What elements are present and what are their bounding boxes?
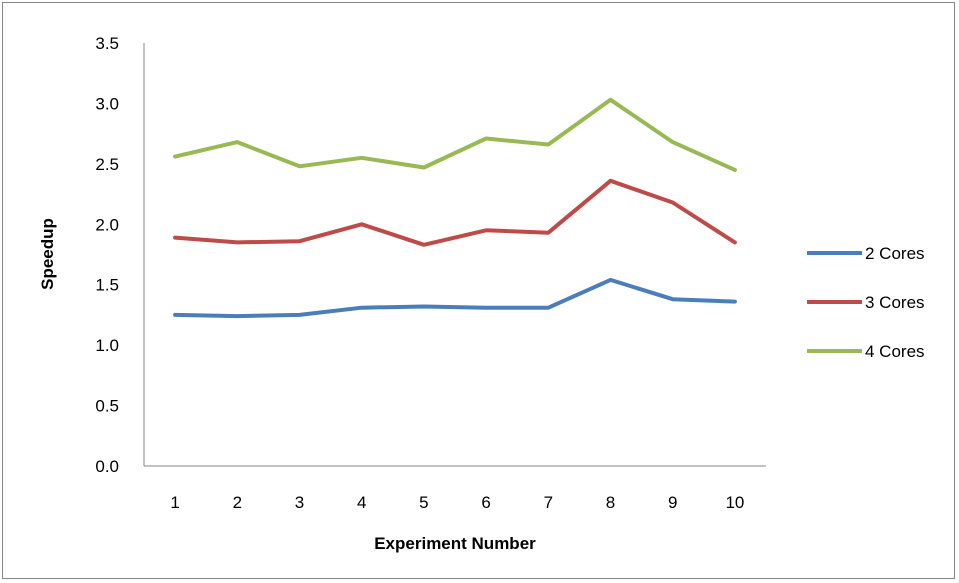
x-tick-label: 9 xyxy=(668,493,677,512)
y-tick-label: 0.0 xyxy=(95,457,119,476)
series-line-3-cores xyxy=(173,178,737,247)
series-line-2-cores xyxy=(173,277,737,319)
x-tick-label: 2 xyxy=(233,493,242,512)
y-tick-label: 3.5 xyxy=(95,34,119,53)
x-tick-label: 10 xyxy=(725,493,744,512)
x-tick-label: 8 xyxy=(606,493,615,512)
y-tick-label: 1.5 xyxy=(95,276,119,295)
x-tick-label: 3 xyxy=(295,493,304,512)
legend-label: 3 Cores xyxy=(865,293,925,312)
legend-label: 4 Cores xyxy=(865,342,925,361)
y-tick-labels: 0.0 0.5 1.0 1.5 2.0 2.5 3.0 3.5 xyxy=(95,34,119,476)
x-tick-label: 1 xyxy=(170,493,179,512)
y-tick-label: 2.5 xyxy=(95,155,119,174)
y-tick-label: 0.5 xyxy=(95,397,119,416)
x-axis-title: Experiment Number xyxy=(374,534,536,553)
axes xyxy=(143,43,766,467)
x-tick-label: 7 xyxy=(544,493,553,512)
x-tick-label: 6 xyxy=(481,493,490,512)
line-chart: 0.0 0.5 1.0 1.5 2.0 2.5 3.0 3.5 1 2 3 4 5 6 7 8 9 10 2 C… xyxy=(38,34,925,553)
series-line-4-cores xyxy=(173,97,737,172)
y-tick-label: 3.0 xyxy=(95,94,119,113)
legend: 2 Cores 3 Cores 4 Cores xyxy=(807,244,925,361)
x-tick-label: 4 xyxy=(357,493,366,512)
y-axis-title: Speedup xyxy=(38,218,57,290)
x-tick-labels: 1 2 3 4 5 6 7 8 9 10 xyxy=(170,493,744,512)
series-lines xyxy=(173,97,737,319)
y-tick-label: 2.0 xyxy=(95,215,119,234)
legend-label: 2 Cores xyxy=(865,244,925,263)
x-tick-label: 5 xyxy=(419,493,428,512)
y-tick-label: 1.0 xyxy=(95,336,119,355)
